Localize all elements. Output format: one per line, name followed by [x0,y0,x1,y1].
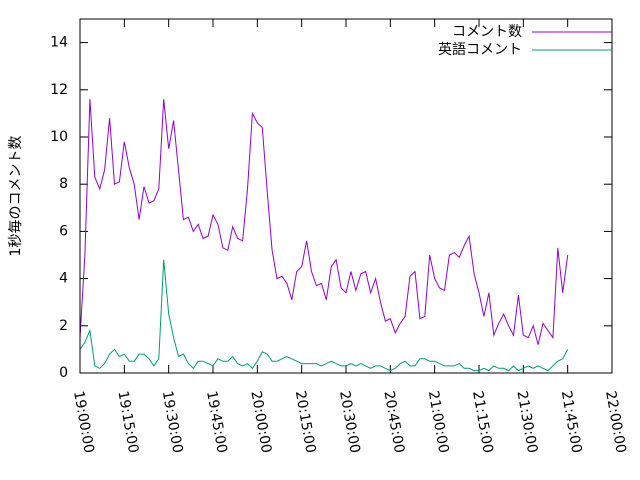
x-tick-label: 21:45:00 [558,390,585,455]
legend-label: 英語コメント [438,41,522,58]
x-tick-label: 19:15:00 [114,390,141,455]
x-tick-label: 20:00:00 [247,390,274,455]
x-tick-label: 21:00:00 [425,390,452,455]
y-tick-label: 12 [50,82,68,98]
x-tick-label: 20:30:00 [336,390,363,455]
y-tick-label: 8 [59,176,68,192]
legend-label: コメント数 [452,24,522,40]
x-tick-label: 20:45:00 [380,390,407,455]
x-tick-label: 21:30:00 [513,390,540,455]
y-tick-label: 14 [50,35,68,51]
y-tick-label: 2 [59,318,68,334]
plot-frame [79,18,613,374]
x-tick-label: 20:15:00 [292,390,319,455]
x-tick-label: 21:15:00 [469,390,496,455]
y-tick-label: 6 [59,223,68,239]
x-tick-label: 19:45:00 [203,390,230,455]
series-line [79,259,569,372]
y-tick-label: 0 [59,365,68,381]
y-tick-label: 10 [50,129,68,145]
series-line [79,99,569,345]
x-tick-label: 22:00:00 [602,390,629,455]
x-tick-label: 19:00:00 [70,390,97,455]
y-tick-label: 4 [59,271,68,287]
x-tick-label: 19:30:00 [159,390,186,455]
y-axis-label: 1秒毎のコメント数 [8,136,24,257]
